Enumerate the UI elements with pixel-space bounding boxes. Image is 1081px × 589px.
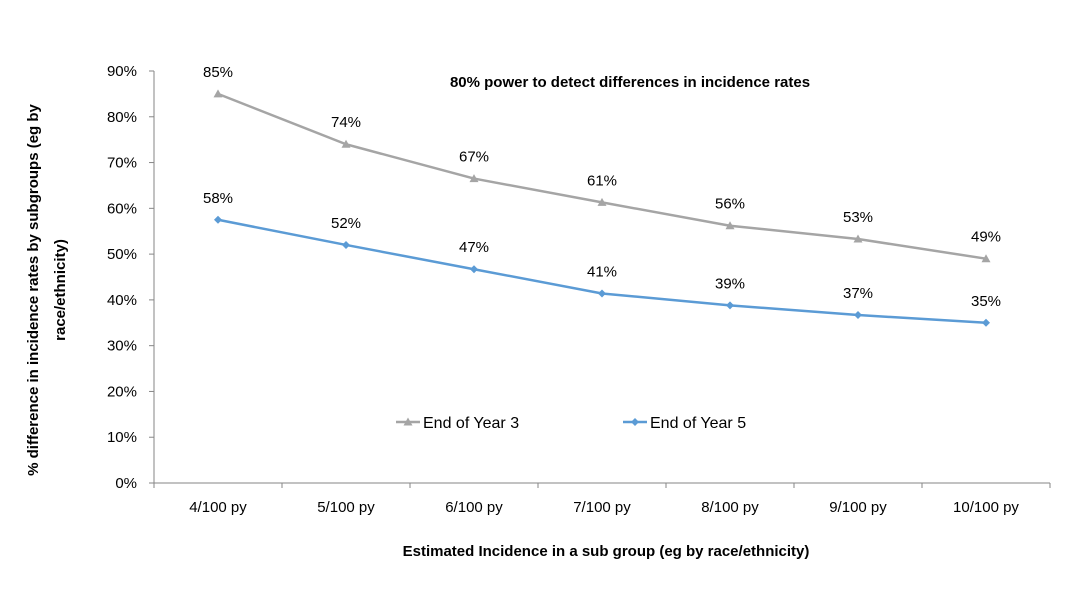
series-2-point [342,240,350,249]
series-1-data-label: 85% [203,64,233,81]
series-2-point [598,289,606,298]
series-2-point [214,215,222,224]
y-tick-label: 10% [107,429,137,446]
series-1-point [213,89,223,98]
legend-marker-1 [403,417,413,426]
legend-marker-2 [631,418,639,426]
series-2-point [726,301,734,310]
x-tick-label: 6/100 py [445,499,503,516]
y-tick-label: 70% [107,155,137,172]
y-tick-label: 80% [107,109,137,126]
series-1-point [981,254,991,263]
x-tick-label: 4/100 py [189,499,247,516]
chart-title: 80% power to detect differences in incid… [450,74,810,91]
series-2-point [470,265,478,274]
series-2-point [854,310,862,319]
x-tick-label: 8/100 py [701,499,759,516]
series-1-data-label: 67% [459,149,489,166]
legend: End of Year 3 End of Year 5 [396,415,746,432]
y-tick-label: 50% [107,246,137,263]
series-1-data-label: 56% [715,196,745,213]
y-tick-label: 0% [115,475,137,492]
y-tick-label: 30% [107,338,137,355]
series-1-data-label: 61% [587,172,617,189]
y-axis-title-line-2: race/ethnicity) [52,239,69,341]
series-1-data-label: 49% [971,229,1001,246]
series-1-point [597,197,607,206]
series-1-data-label: 74% [331,114,361,131]
y-tick-label: 40% [107,292,137,309]
series-1-point [725,221,735,230]
y-tick-label: 20% [107,383,137,400]
x-tick-label: 5/100 py [317,499,375,516]
series-2-data-label: 47% [459,239,489,256]
series-2-data-label: 37% [843,285,873,302]
series-2-data-label: 52% [331,215,361,232]
x-tick-label: 9/100 py [829,499,887,516]
series-2-data-label: 41% [587,263,617,280]
series-2-data-label: 35% [971,293,1001,310]
y-axis-title: % difference in incidence rates by subgr… [25,103,69,475]
series-2-point [982,318,990,327]
x-tick-label: 10/100 py [953,499,1019,516]
series-1-point [341,139,351,148]
x-tick-label: 7/100 py [573,499,631,516]
plot-area: 0% 10% 20% 30% 40% 50% 60% 70% 80% 90% 4/100 py 5/1… [107,63,1051,516]
series-2-data-label: 58% [203,190,233,207]
series-2-data-label: 39% [715,275,745,292]
legend-label-1: End of Year 3 [423,415,519,432]
y-tick-label: 60% [107,200,137,217]
y-axis-title-line-1: % difference in incidence rates by subgr… [25,103,42,475]
x-axis-title: Estimated Incidence in a sub group (eg b… [403,543,810,560]
series-1-point [469,174,479,183]
series-1-data-label: 53% [843,209,873,226]
legend-label-2: End of Year 5 [650,415,746,432]
series-1-point [853,234,863,243]
y-tick-label: 90% [107,63,137,80]
